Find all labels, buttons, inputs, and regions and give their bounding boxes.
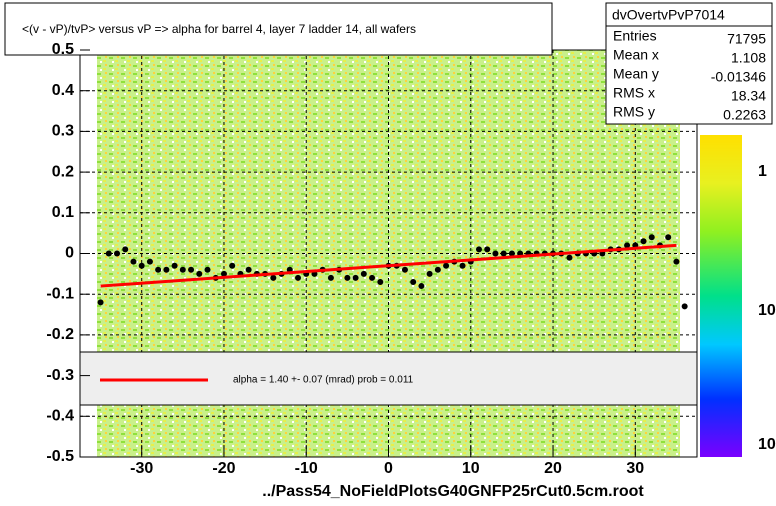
x-tick-label: 30 xyxy=(626,460,644,477)
stats-value: -0.01346 xyxy=(711,69,766,85)
point xyxy=(648,234,655,241)
point xyxy=(673,258,680,265)
stats-label: Entries xyxy=(613,28,657,44)
point xyxy=(640,238,647,245)
stats-value: 0.2263 xyxy=(723,107,766,123)
point xyxy=(508,250,515,257)
y-tick-label: 0.2 xyxy=(52,163,74,180)
y-tick-label: -0.4 xyxy=(46,408,74,425)
point xyxy=(171,262,178,269)
x-tick-label: -20 xyxy=(212,460,235,477)
title-box xyxy=(4,2,553,56)
stats-box xyxy=(605,2,773,125)
stats-value: 1.108 xyxy=(731,50,766,66)
z-tick-label: 10 xyxy=(758,436,776,453)
point xyxy=(245,266,252,273)
x-tick-label: 10 xyxy=(462,460,480,477)
point xyxy=(105,250,112,257)
x-axis-label: ../Pass54_NoFieldPlotsG40GNFP25rCut0.5cm… xyxy=(262,483,644,500)
chart-title: <(v - vP)/tvP> versus vP => alpha for ba… xyxy=(22,22,416,36)
x-tick-label: 0 xyxy=(384,460,393,477)
point xyxy=(681,303,688,310)
point xyxy=(97,299,104,306)
y-tick-label: 0.1 xyxy=(52,204,74,221)
point xyxy=(188,266,195,273)
point xyxy=(295,274,302,281)
fit-line xyxy=(100,243,677,288)
palette xyxy=(700,135,742,457)
y-tick-label: -0.5 xyxy=(46,448,74,465)
y-tick-label: 0.5 xyxy=(52,41,74,58)
stats-label: RMS x xyxy=(613,85,655,101)
point xyxy=(229,262,236,269)
point xyxy=(114,250,121,257)
y-tick-label: 0.3 xyxy=(52,123,74,140)
z-tick-label: 1 xyxy=(758,163,767,180)
point xyxy=(475,246,482,253)
x-tick-label: -30 xyxy=(130,460,153,477)
stats-label: Mean x xyxy=(613,47,659,63)
z-tick-label: 10 xyxy=(758,302,776,319)
y-tick-label: -0.1 xyxy=(46,285,74,302)
point xyxy=(369,274,376,281)
point xyxy=(220,270,227,277)
point xyxy=(270,274,277,281)
y-tick-label: 0.4 xyxy=(52,82,74,99)
point xyxy=(344,274,351,281)
fit-legend-text: alpha = 1.40 +- 0.07 (mrad) prob = 0.011 xyxy=(233,375,414,386)
point xyxy=(122,246,129,253)
y-tick-label: -0.3 xyxy=(46,367,74,384)
point xyxy=(352,274,359,281)
point xyxy=(410,278,417,285)
x-tick-label: 20 xyxy=(544,460,562,477)
point xyxy=(130,258,137,265)
stats-label: Mean y xyxy=(613,66,659,82)
point xyxy=(146,258,153,265)
point xyxy=(418,283,425,290)
point xyxy=(624,242,631,249)
point xyxy=(360,270,367,277)
stats-value: 18.34 xyxy=(731,88,766,104)
point xyxy=(484,246,491,253)
point xyxy=(163,266,170,273)
stats-value: 71795 xyxy=(727,31,766,47)
point xyxy=(426,270,433,277)
point xyxy=(377,278,384,285)
y-tick-label: 0 xyxy=(65,245,74,262)
point xyxy=(196,270,203,277)
y-tick-label: -0.2 xyxy=(46,326,74,343)
point xyxy=(443,262,450,269)
point xyxy=(665,234,672,241)
point xyxy=(155,266,162,273)
point xyxy=(459,262,466,269)
point xyxy=(138,262,145,269)
point xyxy=(401,266,408,273)
point xyxy=(204,266,211,273)
point xyxy=(500,250,507,257)
point xyxy=(327,274,334,281)
x-tick-label: -10 xyxy=(295,460,318,477)
point xyxy=(492,250,499,257)
stats-title: dvOvertvPvP7014 xyxy=(612,7,725,23)
point xyxy=(434,266,441,273)
stats-label: RMS y xyxy=(613,104,655,120)
point xyxy=(566,254,573,261)
point xyxy=(179,266,186,273)
